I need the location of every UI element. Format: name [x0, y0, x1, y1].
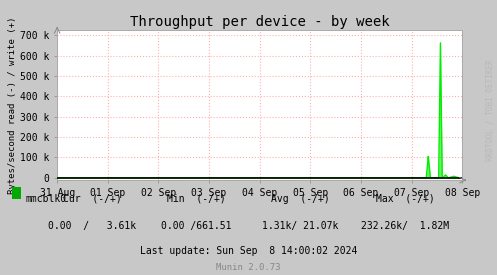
Text: Cur  (-/+): Cur (-/+) — [63, 194, 121, 204]
Text: Munin 2.0.73: Munin 2.0.73 — [216, 263, 281, 272]
Y-axis label: Bytes/second read (-) / write (+): Bytes/second read (-) / write (+) — [8, 16, 17, 194]
Text: 0.00  /   3.61k: 0.00 / 3.61k — [48, 221, 136, 231]
Text: Avg  (-/+): Avg (-/+) — [271, 194, 330, 204]
Title: Throughput per device - by week: Throughput per device - by week — [130, 15, 390, 29]
Text: Max  (-/+): Max (-/+) — [376, 194, 434, 204]
Text: RRDTOOL / TOBI OETIKER: RRDTOOL / TOBI OETIKER — [485, 59, 494, 161]
Text: 232.26k/  1.82M: 232.26k/ 1.82M — [361, 221, 449, 231]
Text: mmcblk0: mmcblk0 — [26, 194, 67, 204]
Text: 1.31k/ 21.07k: 1.31k/ 21.07k — [262, 221, 339, 231]
Text: 0.00 /661.51: 0.00 /661.51 — [161, 221, 232, 231]
Text: Min  (-/+): Min (-/+) — [167, 194, 226, 204]
Text: Last update: Sun Sep  8 14:00:02 2024: Last update: Sun Sep 8 14:00:02 2024 — [140, 246, 357, 256]
